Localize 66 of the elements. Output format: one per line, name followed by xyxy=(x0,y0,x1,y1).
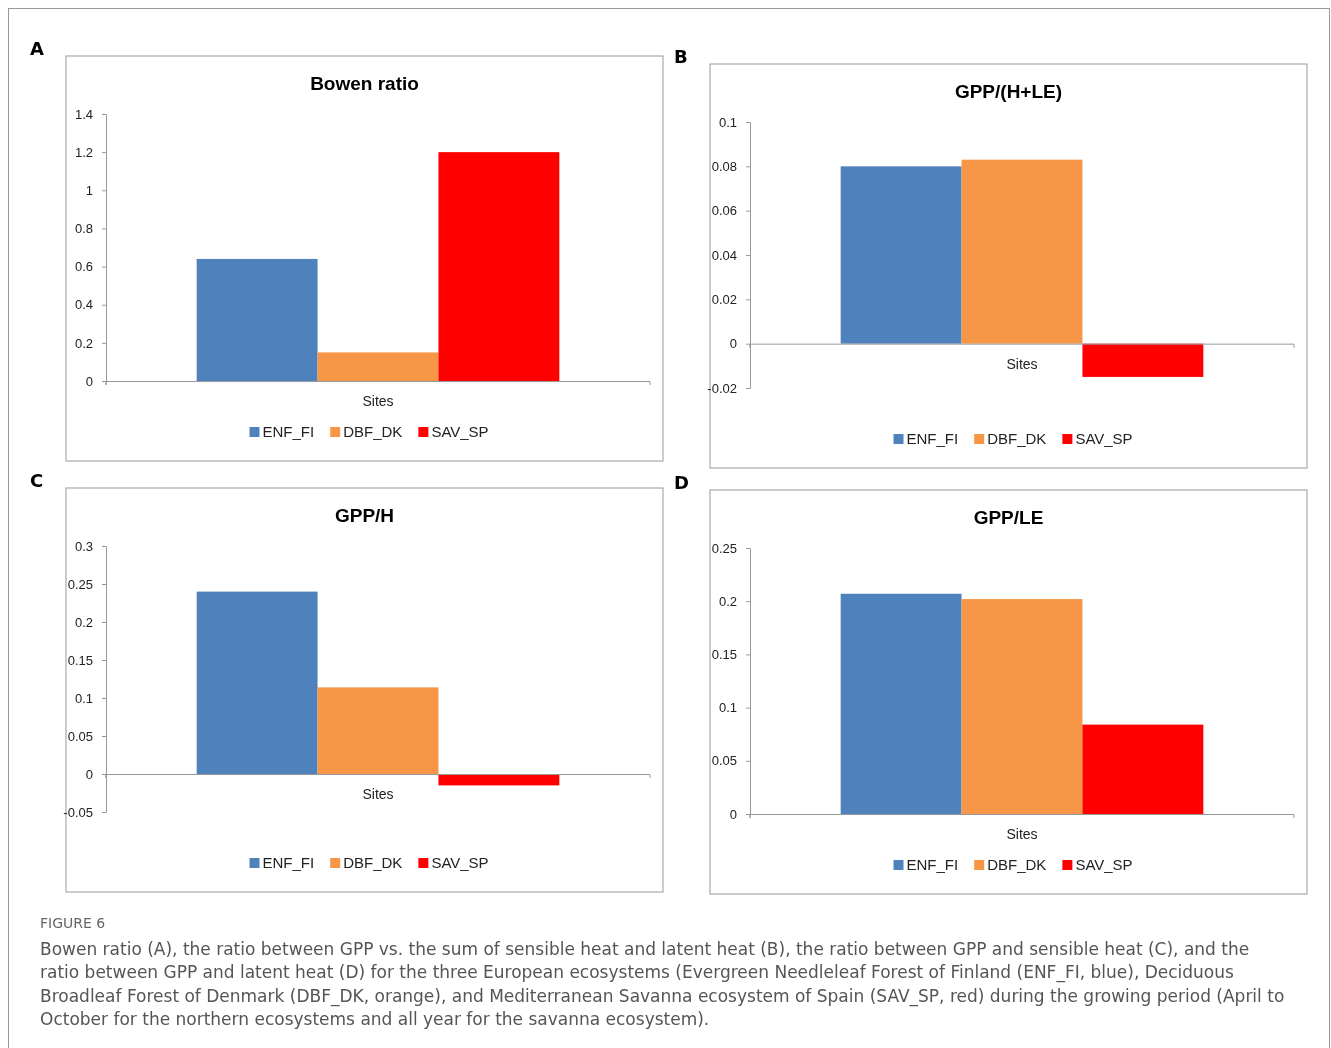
y-tick-label: 0.05 xyxy=(67,728,93,744)
bar xyxy=(961,599,1083,814)
y-tick-label: 0.8 xyxy=(74,221,93,237)
y-tick-label: 0.25 xyxy=(711,540,737,556)
y-tick-label: 0.4 xyxy=(74,297,93,313)
y-tick-label: -0.05 xyxy=(63,804,93,820)
y-tick-label: 0.3 xyxy=(74,538,93,554)
text: D xyxy=(674,472,689,493)
chart-title: Bowen ratio xyxy=(310,73,419,94)
bar xyxy=(317,352,439,381)
y-tick-label: 0.1 xyxy=(74,690,93,706)
caption: FIGURE 6 xyxy=(40,914,107,933)
y-tick-label: 0.25 xyxy=(67,576,93,592)
legend-label: DBF_DK xyxy=(343,854,403,871)
text: A xyxy=(30,38,44,59)
legend-label: DBF_DK xyxy=(987,856,1047,873)
legend-label: ENF_FI xyxy=(906,856,959,873)
y-tick-label: 0 xyxy=(85,766,93,782)
y-tick-label: 0.06 xyxy=(711,203,737,219)
y-tick-label: 0.6 xyxy=(74,259,93,275)
bar xyxy=(961,159,1083,344)
legend-label: ENF_FI xyxy=(262,854,315,871)
y-tick-label: 0.1 xyxy=(718,114,737,130)
x-tick-label: Sites xyxy=(362,392,394,409)
y-tick-label: 0 xyxy=(85,373,93,389)
bar xyxy=(840,593,962,814)
y-tick-label: 1 xyxy=(85,182,93,198)
y-tick-label: 0.02 xyxy=(711,291,737,307)
y-tick-label: 0 xyxy=(729,336,737,352)
chart-title: GPP/(H+LE) xyxy=(954,81,1063,102)
x-tick-label: Sites xyxy=(1006,355,1038,372)
y-tick-label: 1.2 xyxy=(74,144,93,160)
chart-title: GPP/LE xyxy=(973,507,1044,528)
x-tick-label: Sites xyxy=(1006,825,1038,842)
legend-label: SAV_SP xyxy=(431,854,489,871)
y-tick-label: 0.04 xyxy=(711,247,737,263)
legend-label: SAV_SP xyxy=(1075,430,1133,447)
y-tick-label: 0.2 xyxy=(718,593,737,609)
text: B xyxy=(674,46,688,67)
y-tick-label: 0.2 xyxy=(74,614,93,630)
y-tick-label: 0.08 xyxy=(711,158,737,174)
y-tick-label: -0.02 xyxy=(707,380,737,396)
bar xyxy=(1082,343,1204,377)
y-tick-label: 0.05 xyxy=(711,753,737,769)
text: Bowen ratio (A), the ratio between GPP vs. the sum of sensible heat and latent heat (B), the ratio between GPP and sensible heat (C), and the ratio between GPP and latent heat (D) for the three European ecosystems (Evergreen Needleleaf Forest of Finland (ENF_FI, blue), Deciduous Broadleaf Forest of Denmark (DBF_DK, orange), and Mediterranean Savanna ecosystem of Spain (SAV_SP, red) during the growing period (April to October for the northern ecosystems and all year for the savanna ecosystem). xyxy=(40,937,1286,1031)
legend-label: SAV_SP xyxy=(1075,856,1133,873)
bar xyxy=(196,591,318,774)
y-tick-label: 0.2 xyxy=(74,335,93,351)
bar xyxy=(438,152,560,381)
bar xyxy=(840,166,962,344)
legend-label: ENF_FI xyxy=(906,430,959,447)
y-tick-label: 0.15 xyxy=(67,652,93,668)
legend-label: SAV_SP xyxy=(431,423,489,440)
bar xyxy=(1082,724,1204,814)
text: C xyxy=(30,470,44,491)
y-tick-label: 1.4 xyxy=(74,106,93,122)
y-tick-label: 0 xyxy=(729,806,737,822)
bar xyxy=(196,258,318,381)
chart-title: GPP/H xyxy=(334,505,395,526)
x-tick-label: Sites xyxy=(362,785,394,802)
legend-label: ENF_FI xyxy=(262,423,315,440)
y-tick-label: 0.1 xyxy=(718,700,737,716)
legend-label: DBF_DK xyxy=(987,430,1047,447)
y-tick-label: 0.15 xyxy=(711,647,737,663)
legend-label: DBF_DK xyxy=(343,423,403,440)
bar xyxy=(317,687,439,774)
